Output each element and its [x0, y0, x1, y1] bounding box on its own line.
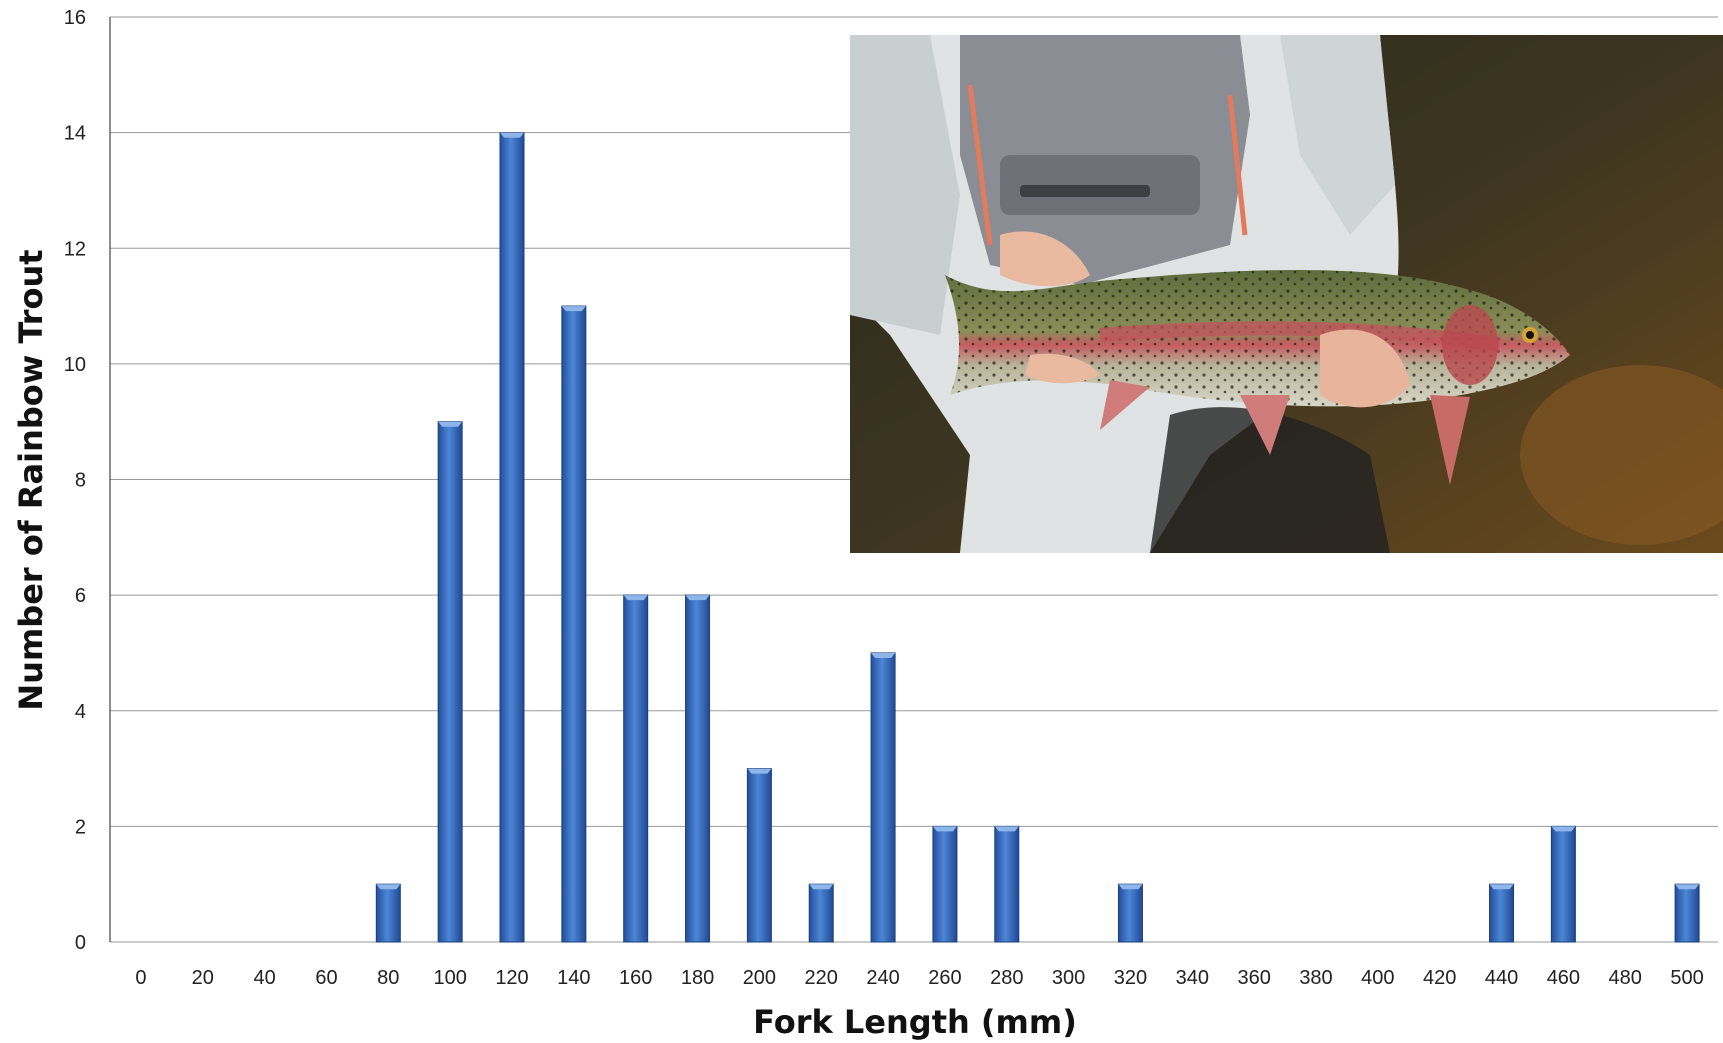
- y-tick-label: 4: [75, 701, 86, 723]
- bar-cap-160: [623, 595, 648, 601]
- y-tick-labels: 0 2 4 6 8 10 12 14 16: [64, 7, 86, 954]
- y-axis-title: Number of Rainbow Trout: [12, 249, 50, 710]
- bar-cap-440: [1489, 884, 1514, 890]
- x-tick-label: 300: [1052, 967, 1085, 989]
- y-tick-label: 16: [64, 7, 86, 29]
- y-tick-label: 12: [64, 238, 86, 260]
- x-tick-label: 440: [1485, 967, 1518, 989]
- y-tick-label: 6: [75, 585, 86, 607]
- bar-460: [1550, 825, 1576, 943]
- bar-120: [499, 132, 525, 943]
- x-tick-label: 60: [315, 967, 337, 989]
- bar-cap-200: [747, 768, 772, 774]
- y-tick-label: 10: [64, 354, 86, 376]
- bar-cap-140: [561, 306, 586, 312]
- bar-cap-500: [1675, 884, 1700, 890]
- x-tick-label: 340: [1176, 967, 1209, 989]
- bar-260: [932, 825, 958, 943]
- bar-cap-180: [685, 595, 710, 601]
- bar-160: [623, 594, 649, 943]
- bar-cap-320: [1118, 884, 1143, 890]
- x-tick-label: 420: [1423, 967, 1456, 989]
- x-axis-title: Fork Length (mm): [753, 1003, 1077, 1041]
- bar-220: [808, 883, 834, 943]
- x-tick-labels: 0 20 40 60 80 100 120 140 160 180 200 220 240 260 280 3…: [135, 967, 1703, 989]
- bar-cap-220: [809, 884, 834, 890]
- trout-photo: [850, 35, 1723, 553]
- x-tick-label: 80: [377, 967, 399, 989]
- x-tick-label: 140: [557, 967, 590, 989]
- y-tick-label: 0: [75, 932, 86, 954]
- bar-140: [561, 305, 587, 943]
- bar-200: [746, 768, 772, 943]
- x-tick-label: 120: [495, 967, 528, 989]
- bar-cap-460: [1551, 826, 1576, 832]
- bar-440: [1489, 883, 1515, 943]
- x-tick-label: 400: [1361, 967, 1394, 989]
- y-tick-label: 8: [75, 470, 86, 492]
- bar-cap-280: [994, 826, 1019, 832]
- bars: [375, 132, 1700, 943]
- bar-cap-240: [871, 652, 896, 658]
- bar-cap-100: [438, 421, 463, 427]
- x-tick-label: 0: [135, 967, 146, 989]
- bar-cap-80: [376, 884, 401, 890]
- bar-500: [1674, 883, 1700, 943]
- x-tick-label: 220: [805, 967, 838, 989]
- x-tick-label: 280: [990, 967, 1023, 989]
- bar-320: [1117, 883, 1143, 943]
- x-tick-label: 460: [1547, 967, 1580, 989]
- x-tick-label: 500: [1670, 967, 1703, 989]
- bar-240: [870, 652, 896, 943]
- bar-100: [437, 421, 463, 943]
- bar-80: [375, 883, 401, 943]
- x-tick-label: 320: [1114, 967, 1147, 989]
- x-tick-label: 380: [1299, 967, 1332, 989]
- x-tick-label: 360: [1237, 967, 1270, 989]
- x-tick-label: 480: [1609, 967, 1642, 989]
- x-tick-label: 100: [433, 967, 466, 989]
- bar-cap-120: [500, 132, 524, 138]
- bar-cap-260: [932, 826, 957, 832]
- y-tick-label: 2: [75, 816, 86, 838]
- x-tick-label: 160: [619, 967, 652, 989]
- x-tick-label: 200: [743, 967, 776, 989]
- x-tick-label: 40: [253, 967, 275, 989]
- x-tick-label: 240: [866, 967, 899, 989]
- y-tick-label: 14: [64, 123, 86, 145]
- bar-180: [685, 594, 711, 943]
- x-tick-label: 260: [928, 967, 961, 989]
- x-tick-label: 20: [192, 967, 214, 989]
- x-tick-label: 180: [681, 967, 714, 989]
- bar-280: [994, 825, 1020, 943]
